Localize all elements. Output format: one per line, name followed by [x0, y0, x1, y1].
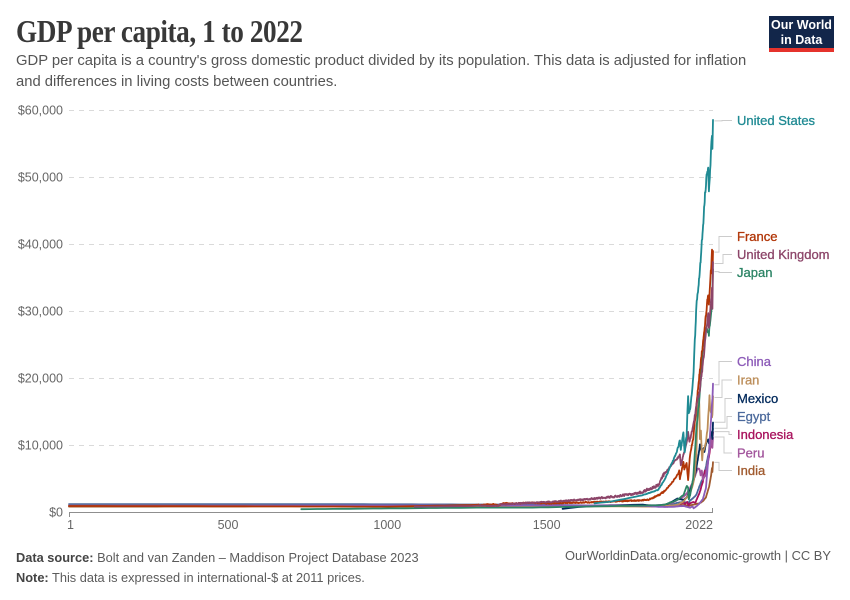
svg-text:Japan: Japan — [737, 265, 772, 280]
svg-text:Mexico: Mexico — [737, 391, 778, 406]
svg-text:Iran: Iran — [737, 373, 759, 388]
svg-text:1: 1 — [67, 518, 74, 532]
svg-text:Indonesia: Indonesia — [737, 427, 794, 442]
svg-text:$0: $0 — [49, 506, 63, 520]
svg-text:2022: 2022 — [685, 518, 713, 532]
svg-text:France: France — [737, 229, 777, 244]
svg-text:$40,000: $40,000 — [18, 238, 63, 252]
svg-text:India: India — [737, 463, 766, 478]
svg-text:United Kingdom: United Kingdom — [737, 247, 830, 262]
svg-text:Egypt: Egypt — [737, 409, 771, 424]
svg-text:$50,000: $50,000 — [18, 171, 63, 185]
svg-text:$10,000: $10,000 — [18, 439, 63, 453]
svg-text:500: 500 — [218, 518, 239, 532]
svg-text:Peru: Peru — [737, 446, 764, 461]
svg-text:$20,000: $20,000 — [18, 372, 63, 386]
svg-text:$60,000: $60,000 — [18, 104, 63, 118]
svg-text:1000: 1000 — [373, 518, 401, 532]
svg-text:China: China — [737, 354, 772, 369]
svg-text:1500: 1500 — [533, 518, 561, 532]
svg-text:$30,000: $30,000 — [18, 305, 63, 319]
svg-text:United States: United States — [737, 113, 816, 128]
